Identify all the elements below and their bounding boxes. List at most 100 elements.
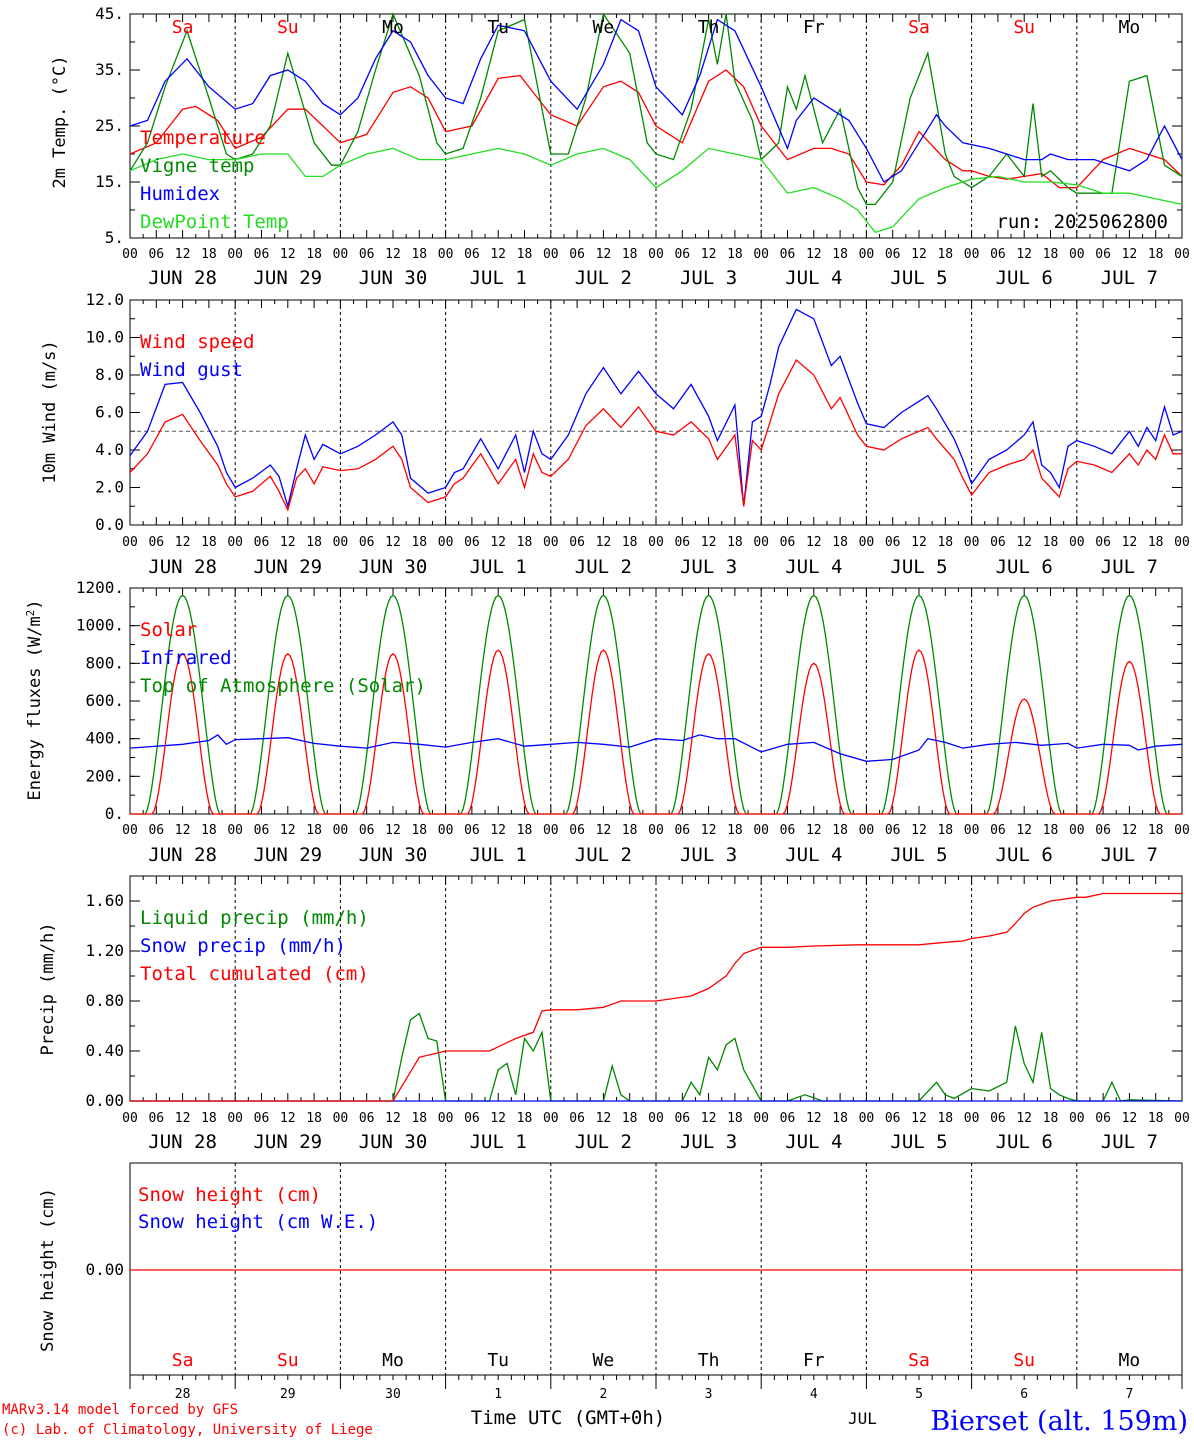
hour-tick-label: 12 (911, 1111, 927, 1126)
hour-tick-label: 12 (596, 1111, 612, 1126)
snow-legend: Snow height (cm) Snow height (cm W.E.) (138, 1184, 378, 1233)
hour-tick-label: 06 (359, 247, 375, 262)
hour-tick-label: 06 (780, 247, 796, 262)
dow-label-top: Su (277, 17, 299, 38)
panel-frame-1 (129, 299, 1183, 526)
hour-tick-label: 12 (1122, 1111, 1138, 1126)
hour-tick-label: 18 (622, 535, 638, 550)
temp-series-line-0 (129, 69, 1183, 189)
date-label: JUN 30 (359, 267, 428, 289)
ylabel-temp: 2m Temp. (°C) (50, 55, 70, 188)
date-label: JUL 4 (785, 267, 842, 289)
dow-label-top: Sa (908, 17, 930, 38)
credit-line-2: (c) Lab. of Climatology, University of L… (2, 1422, 373, 1438)
precip-legend: Liquid precip (mm/h) Snow precip (mm/h) … (140, 907, 369, 985)
hour-tick-label: 12 (385, 823, 401, 838)
date-label: JUN 28 (148, 1131, 217, 1153)
hour-tick-label: 12 (806, 823, 822, 838)
hour-tick-label: 06 (359, 823, 375, 838)
hour-tick-label: 06 (254, 535, 270, 550)
hour-tick-label: 00 (964, 247, 980, 262)
day-number-label: 2 (599, 1387, 607, 1402)
hour-tick-label: 18 (201, 1111, 217, 1126)
hour-tick-label: 00 (859, 1111, 875, 1126)
hour-tick-label: 18 (622, 1111, 638, 1126)
date-label: JUL 6 (996, 556, 1053, 578)
hour-tick-label: 12 (806, 247, 822, 262)
hour-tick-label: 06 (885, 535, 901, 550)
y-tick-label: 1200. (76, 578, 124, 597)
hour-tick-label: 18 (1043, 1111, 1059, 1126)
hour-tick-label: 00 (1069, 823, 1085, 838)
hour-tick-label: 18 (1148, 535, 1164, 550)
y-tick-label: 600. (85, 691, 124, 710)
legend-wind-speed: Wind speed (140, 331, 254, 353)
infrared-line (129, 734, 1183, 762)
panels-layer: 00 06 12 18 00 06 12 18 00 06 12 18 00 06 12 18 00 06 12 18… (76, 4, 1190, 1402)
day-number-label: 5 (915, 1387, 923, 1402)
hour-tick-label: 18 (411, 1111, 427, 1126)
hour-tick-label: 12 (701, 823, 717, 838)
date-label: JUN 29 (253, 1131, 322, 1153)
hour-tick-label: 00 (648, 823, 664, 838)
run-label: run: 2025062800 (996, 211, 1168, 233)
hour-tick-label: 00 (122, 823, 138, 838)
y-tick-label: 800. (85, 653, 124, 672)
date-label: JUL 3 (680, 556, 737, 578)
date-label: JUL 1 (470, 556, 527, 578)
hour-tick-label: 06 (885, 247, 901, 262)
hour-tick-label: 00 (964, 535, 980, 550)
hour-tick-label: 18 (832, 247, 848, 262)
hour-tick-label: 06 (148, 1111, 164, 1126)
legend-dewpoint: DewPoint Temp (140, 211, 289, 233)
hour-tick-label: 18 (1043, 535, 1059, 550)
y-tick-label: 4.0 (95, 440, 124, 459)
date-label: JUN 28 (148, 267, 217, 289)
day-number-label: 28 (175, 1387, 191, 1402)
legend-snow-height: Snow height (cm) (138, 1184, 321, 1206)
date-label: JUN 30 (359, 1131, 428, 1153)
hour-tick-label: 18 (937, 823, 953, 838)
day-number-label: 1 (494, 1387, 502, 1402)
dow-label-top: We (593, 17, 615, 38)
hour-tick-label: 00 (1069, 1111, 1085, 1126)
dow-label-top: Su (1013, 17, 1035, 38)
hour-tick-label: 00 (964, 823, 980, 838)
hour-tick-label: 18 (411, 535, 427, 550)
y-tick-label: 10.0 (85, 328, 124, 347)
hour-tick-label: 00 (1069, 247, 1085, 262)
hour-tick-label: 12 (280, 1111, 296, 1126)
hour-tick-label: 12 (175, 247, 191, 262)
hour-tick-label: 06 (359, 535, 375, 550)
hour-tick-label: 18 (937, 247, 953, 262)
hour-tick-label: 18 (517, 823, 533, 838)
hour-tick-label: 00 (648, 1111, 664, 1126)
hour-tick-label: 12 (490, 1111, 506, 1126)
legend-snow-height-we: Snow height (cm W.E.) (138, 1211, 378, 1233)
hour-tick-label: 00 (438, 535, 454, 550)
date-label: JUN 28 (148, 844, 217, 866)
hour-tick-label: 12 (490, 247, 506, 262)
date-label: JUL 7 (1101, 267, 1158, 289)
hour-tick-label: 12 (280, 535, 296, 550)
hour-tick-label: 00 (753, 247, 769, 262)
hour-tick-label: 06 (1095, 247, 1111, 262)
date-label: JUL 2 (575, 267, 632, 289)
legend-liquid-precip: Liquid precip (mm/h) (140, 907, 369, 929)
hour-tick-label: 18 (1148, 1111, 1164, 1126)
hour-tick-label: 00 (122, 1111, 138, 1126)
hour-tick-label: 06 (254, 247, 270, 262)
hour-tick-label: 12 (490, 535, 506, 550)
x-axis-title: Time UTC (GMT+0h) (471, 1407, 665, 1429)
y-axis-titles: 2m Temp. (°C) 10m Wind (m/s) Energy flux… (24, 55, 70, 1351)
hour-tick-label: 18 (727, 1111, 743, 1126)
hour-tick-label: 06 (569, 247, 585, 262)
date-label: JUL 2 (575, 556, 632, 578)
dow-label-top: Mo (1119, 17, 1141, 38)
hour-tick-label: 18 (937, 1111, 953, 1126)
hour-tick-label: 00 (1174, 823, 1190, 838)
date-label: JUL 5 (890, 267, 947, 289)
dow-label-bottom: Su (277, 1350, 299, 1371)
day-number-label: 29 (280, 1387, 296, 1402)
hour-tick-label: 06 (1095, 823, 1111, 838)
